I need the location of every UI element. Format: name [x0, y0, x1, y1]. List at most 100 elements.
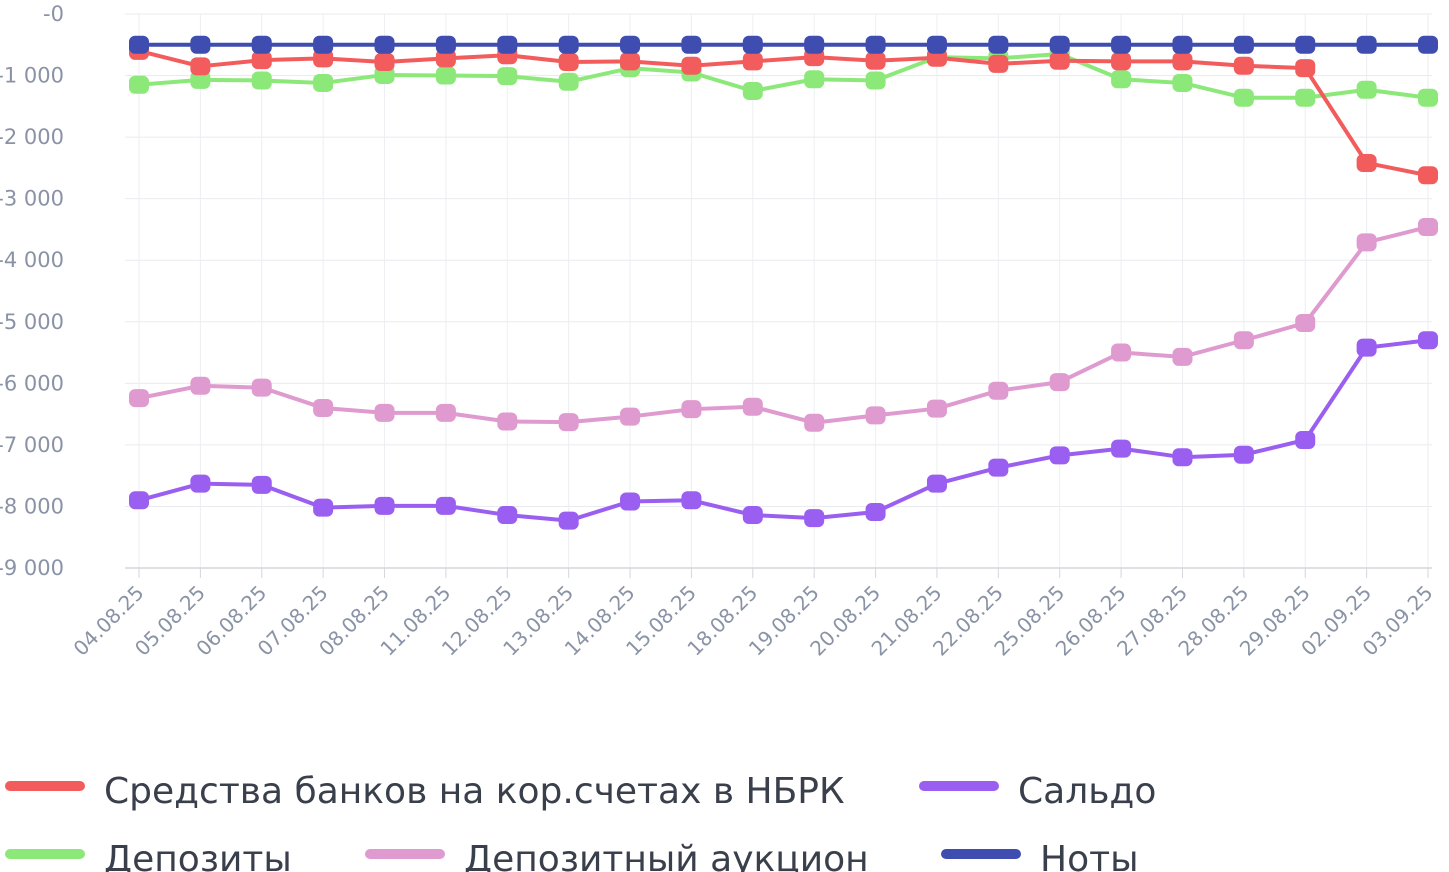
data-point[interactable]	[1295, 35, 1316, 54]
data-point[interactable]	[435, 66, 456, 85]
data-point[interactable]	[558, 511, 579, 530]
data-point[interactable]	[865, 35, 886, 54]
data-point[interactable]	[988, 54, 1009, 73]
data-point[interactable]	[558, 35, 579, 54]
data-point[interactable]	[1233, 445, 1254, 464]
data-point[interactable]	[926, 399, 947, 418]
data-point[interactable]	[1172, 347, 1193, 366]
data-point[interactable]	[1418, 166, 1438, 185]
data-point[interactable]	[926, 474, 947, 493]
data-point[interactable]	[1172, 52, 1193, 71]
data-point[interactable]	[1049, 51, 1070, 70]
data-point[interactable]	[129, 75, 149, 94]
data-point[interactable]	[497, 506, 518, 525]
data-point[interactable]	[251, 51, 272, 70]
data-point[interactable]	[804, 35, 825, 54]
data-point[interactable]	[1172, 73, 1193, 92]
data-point[interactable]	[129, 491, 149, 510]
data-point[interactable]	[313, 73, 334, 92]
data-point[interactable]	[1111, 439, 1132, 458]
data-point[interactable]	[435, 49, 456, 68]
data-point[interactable]	[497, 67, 518, 86]
data-point[interactable]	[1233, 35, 1254, 54]
data-point[interactable]	[1111, 35, 1132, 54]
data-point[interactable]	[1111, 343, 1132, 362]
data-point[interactable]	[558, 413, 579, 432]
data-point[interactable]	[1049, 373, 1070, 392]
data-point[interactable]	[1111, 52, 1132, 71]
data-point[interactable]	[1172, 35, 1193, 54]
data-point[interactable]	[742, 52, 763, 71]
data-point[interactable]	[251, 71, 272, 90]
data-point[interactable]	[251, 378, 272, 397]
data-point[interactable]	[435, 403, 456, 422]
data-point[interactable]	[742, 81, 763, 100]
data-point[interactable]	[1233, 56, 1254, 75]
data-point[interactable]	[129, 389, 149, 408]
data-point[interactable]	[681, 491, 702, 510]
data-point[interactable]	[681, 35, 702, 54]
data-point[interactable]	[1111, 70, 1132, 89]
data-point[interactable]	[190, 35, 211, 54]
data-point[interactable]	[926, 35, 947, 54]
data-point[interactable]	[620, 492, 641, 511]
data-point[interactable]	[742, 397, 763, 416]
data-point[interactable]	[681, 400, 702, 419]
data-point[interactable]	[804, 509, 825, 528]
data-point[interactable]	[374, 496, 395, 515]
data-point[interactable]	[988, 381, 1009, 400]
data-point[interactable]	[374, 35, 395, 54]
data-point[interactable]	[865, 406, 886, 425]
data-point[interactable]	[313, 49, 334, 68]
data-point[interactable]	[620, 35, 641, 54]
data-point[interactable]	[804, 70, 825, 89]
data-point[interactable]	[1295, 88, 1316, 107]
data-point[interactable]	[681, 56, 702, 75]
data-point[interactable]	[251, 35, 272, 54]
data-point[interactable]	[988, 458, 1009, 477]
data-point[interactable]	[620, 407, 641, 426]
data-point[interactable]	[558, 53, 579, 72]
data-point[interactable]	[865, 71, 886, 90]
data-point[interactable]	[190, 376, 211, 395]
data-point[interactable]	[988, 35, 1009, 54]
data-point[interactable]	[374, 403, 395, 422]
data-point[interactable]	[1295, 59, 1316, 78]
legend-item[interactable]: Сальдо	[919, 771, 1156, 812]
data-point[interactable]	[313, 398, 334, 417]
data-point[interactable]	[497, 412, 518, 431]
data-point[interactable]	[620, 52, 641, 71]
data-point[interactable]	[742, 35, 763, 54]
data-point[interactable]	[804, 413, 825, 432]
data-point[interactable]	[865, 502, 886, 521]
data-point[interactable]	[190, 57, 211, 76]
data-point[interactable]	[1356, 233, 1377, 252]
data-point[interactable]	[1172, 448, 1193, 467]
data-point[interactable]	[1418, 88, 1438, 107]
legend-item[interactable]: Ноты	[941, 839, 1139, 872]
data-point[interactable]	[1295, 314, 1316, 333]
data-point[interactable]	[190, 474, 211, 493]
legend-item[interactable]: Средства банков на кор.счетах в НБРК	[5, 771, 845, 812]
data-point[interactable]	[313, 35, 334, 54]
data-point[interactable]	[1356, 338, 1377, 357]
data-point[interactable]	[313, 498, 334, 517]
data-point[interactable]	[1233, 331, 1254, 350]
data-point[interactable]	[1418, 35, 1438, 54]
data-point[interactable]	[1356, 153, 1377, 172]
legend-item[interactable]: Депозитный аукцион	[365, 839, 869, 872]
data-point[interactable]	[1049, 35, 1070, 54]
data-point[interactable]	[497, 35, 518, 54]
data-point[interactable]	[742, 506, 763, 525]
data-point[interactable]	[1418, 331, 1438, 350]
data-point[interactable]	[558, 72, 579, 91]
data-point[interactable]	[865, 51, 886, 70]
data-point[interactable]	[374, 53, 395, 72]
data-point[interactable]	[1356, 80, 1377, 99]
data-point[interactable]	[435, 35, 456, 54]
data-point[interactable]	[1418, 217, 1438, 236]
data-point[interactable]	[190, 70, 211, 89]
data-point[interactable]	[435, 496, 456, 515]
data-point[interactable]	[1295, 430, 1316, 449]
data-point[interactable]	[1233, 88, 1254, 107]
